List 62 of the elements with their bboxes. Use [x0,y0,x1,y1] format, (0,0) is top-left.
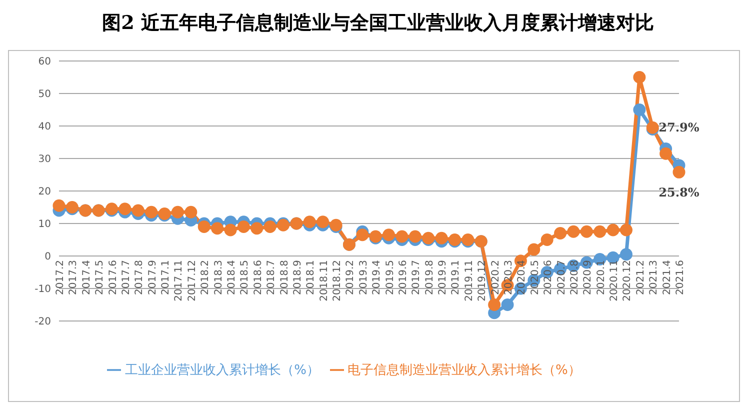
x-tick-label: 2019.8 [424,260,436,295]
x-tick-label: 2019.2 [345,260,356,295]
x-tick-label: 2020.6 [543,260,554,295]
y-tick-label: 0 [44,252,51,263]
legend-label: 电子信息制造业营业收入累计增长（%） [348,363,581,378]
legend-label: 工业企业营业收入累计增长（%） [125,363,320,378]
x-tick-label: 2018.9 [292,260,304,295]
y-tick-label: 60 [38,56,51,68]
x-tick-label: 2017.4 [81,260,92,295]
x-tick-label: 2019.12 [477,260,488,302]
y-tick-label: 50 [38,89,51,100]
x-tick-label: 2017.9 [147,260,158,295]
x-tick-label: 2018.1 [306,260,317,295]
x-tick-label: 2020.1 [596,260,607,295]
x-tick-label: 2020.11 [609,260,620,302]
x-tick-label: 2017.7 [120,260,132,295]
x-tick-label: 2020.3 [504,260,515,295]
x-tick-label: 2018.11 [318,260,330,302]
annotation: 27.9% [658,120,700,134]
x-tick-label: 2019.7 [411,260,422,295]
y-tick-label: 30 [38,154,51,166]
x-tick-label: 2018.6 [252,260,264,295]
x-tick-label: 2019.4 [372,260,383,295]
x-tick-label: 2021.2 [635,260,646,295]
x-tick-label: 2020.8 [569,260,580,295]
y-tick-label: 10 [38,219,51,230]
x-tick-label: 2017.2 [55,260,66,295]
x-tick-label: 2021.6 [675,260,686,295]
x-tick-label: 2020.9 [582,260,594,295]
x-tick-label: 2018.3 [213,260,224,295]
x-tick-label: 2021.3 [648,260,660,295]
x-tick-label: 2019.3 [358,260,370,295]
y-tick-label: -20 [34,316,51,328]
x-tick-label: 2018.8 [279,260,290,295]
x-tick-label: 2017.3 [68,260,80,295]
x-tick-label: 2018.7 [266,260,278,295]
x-tick-label: 2019.5 [384,260,396,295]
x-tick-label: 2017.5 [94,260,106,295]
x-tick-label: 2019.11 [464,260,475,302]
x-tick-label: 2017.6 [108,260,119,295]
annotation: 25.8% [658,186,700,200]
x-tick-label: 2020.7 [556,260,568,295]
x-tick-label: 2018.2 [200,260,212,295]
x-tick-label: 2019.9 [438,260,449,295]
x-tick-label: 2021.4 [662,260,673,295]
x-tick-label: 2020.5 [530,260,541,295]
x-tick-label: 2019.1 [450,260,462,295]
y-tick-label: 40 [38,122,51,133]
x-tick-label: 2018.4 [226,260,238,295]
x-tick-label: 2018.5 [240,260,251,295]
x-tick-label: 2017.8 [134,260,146,295]
x-tick-label: 2017.11 [174,260,185,302]
x-tick-label: 2018.12 [332,260,344,302]
y-tick-label: 20 [38,186,51,198]
x-tick-label: 2019.6 [398,260,409,295]
chart-title: 图2 近五年电子信息制造业与全国工业营业收入月度累计增速对比 [101,11,655,36]
x-tick-label: 2017.12 [186,260,198,302]
x-tick-label: 2020.12 [622,260,634,302]
x-tick-label: 2020.2 [490,260,502,295]
x-tick-label: 2017.1 [160,260,172,295]
y-tick-label: -10 [34,284,51,296]
x-tick-label: 2020.4 [516,260,528,295]
